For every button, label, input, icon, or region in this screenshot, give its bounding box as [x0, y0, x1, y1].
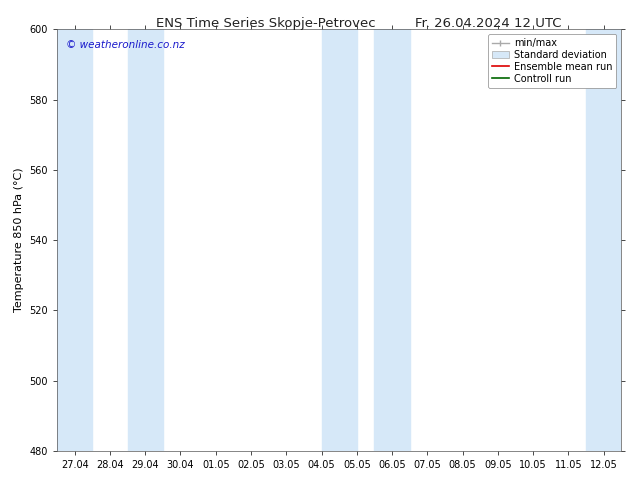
Legend: min/max, Standard deviation, Ensemble mean run, Controll run: min/max, Standard deviation, Ensemble me…	[488, 34, 616, 88]
Text: ENS Time Series Skopje-Petrovec: ENS Time Series Skopje-Petrovec	[157, 17, 376, 30]
Bar	[586, 29, 621, 451]
Text: Fr. 26.04.2024 12 UTC: Fr. 26.04.2024 12 UTC	[415, 17, 562, 30]
Bar	[375, 29, 410, 451]
Y-axis label: Temperature 850 hPa (°C): Temperature 850 hPa (°C)	[14, 168, 24, 313]
Text: © weatheronline.co.nz: © weatheronline.co.nz	[65, 40, 184, 50]
Bar	[57, 29, 93, 451]
Bar	[127, 29, 163, 451]
Bar	[321, 29, 357, 451]
